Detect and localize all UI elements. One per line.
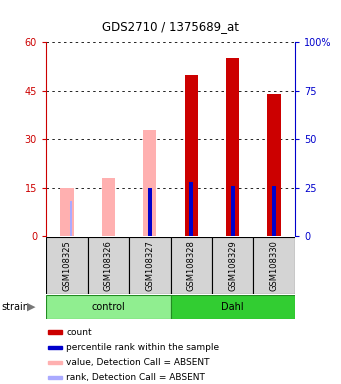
Bar <box>267 94 281 236</box>
Text: GSM108329: GSM108329 <box>228 240 237 291</box>
Bar <box>48 330 61 334</box>
Text: ▶: ▶ <box>27 301 35 312</box>
Bar <box>170 237 212 294</box>
Bar <box>48 346 61 349</box>
Text: GSM108325: GSM108325 <box>62 240 71 291</box>
Bar <box>189 182 193 236</box>
Bar <box>70 201 72 236</box>
Bar <box>184 74 198 236</box>
Text: strain: strain <box>2 301 30 312</box>
Text: GSM108326: GSM108326 <box>104 240 113 291</box>
Bar <box>226 58 239 236</box>
Text: GSM108327: GSM108327 <box>145 240 154 291</box>
Bar <box>88 237 129 294</box>
Bar <box>60 188 74 236</box>
Text: GDS2710 / 1375689_at: GDS2710 / 1375689_at <box>102 20 239 33</box>
Bar <box>148 188 152 236</box>
Bar <box>272 186 276 236</box>
Bar <box>170 295 295 319</box>
Text: GSM108328: GSM108328 <box>187 240 196 291</box>
Text: percentile rank within the sample: percentile rank within the sample <box>66 343 219 352</box>
Bar <box>102 178 115 236</box>
Bar <box>143 129 157 236</box>
Bar <box>48 376 61 379</box>
Bar <box>46 295 170 319</box>
Text: control: control <box>91 301 125 312</box>
Bar <box>48 361 61 364</box>
Bar <box>253 237 295 294</box>
Bar <box>212 237 253 294</box>
Text: rank, Detection Call = ABSENT: rank, Detection Call = ABSENT <box>66 373 205 382</box>
Text: value, Detection Call = ABSENT: value, Detection Call = ABSENT <box>66 358 210 367</box>
Text: GSM108330: GSM108330 <box>270 240 279 291</box>
Text: Dahl: Dahl <box>221 301 244 312</box>
Bar <box>129 237 170 294</box>
Text: count: count <box>66 328 92 336</box>
Bar <box>46 237 88 294</box>
Bar <box>231 186 235 236</box>
